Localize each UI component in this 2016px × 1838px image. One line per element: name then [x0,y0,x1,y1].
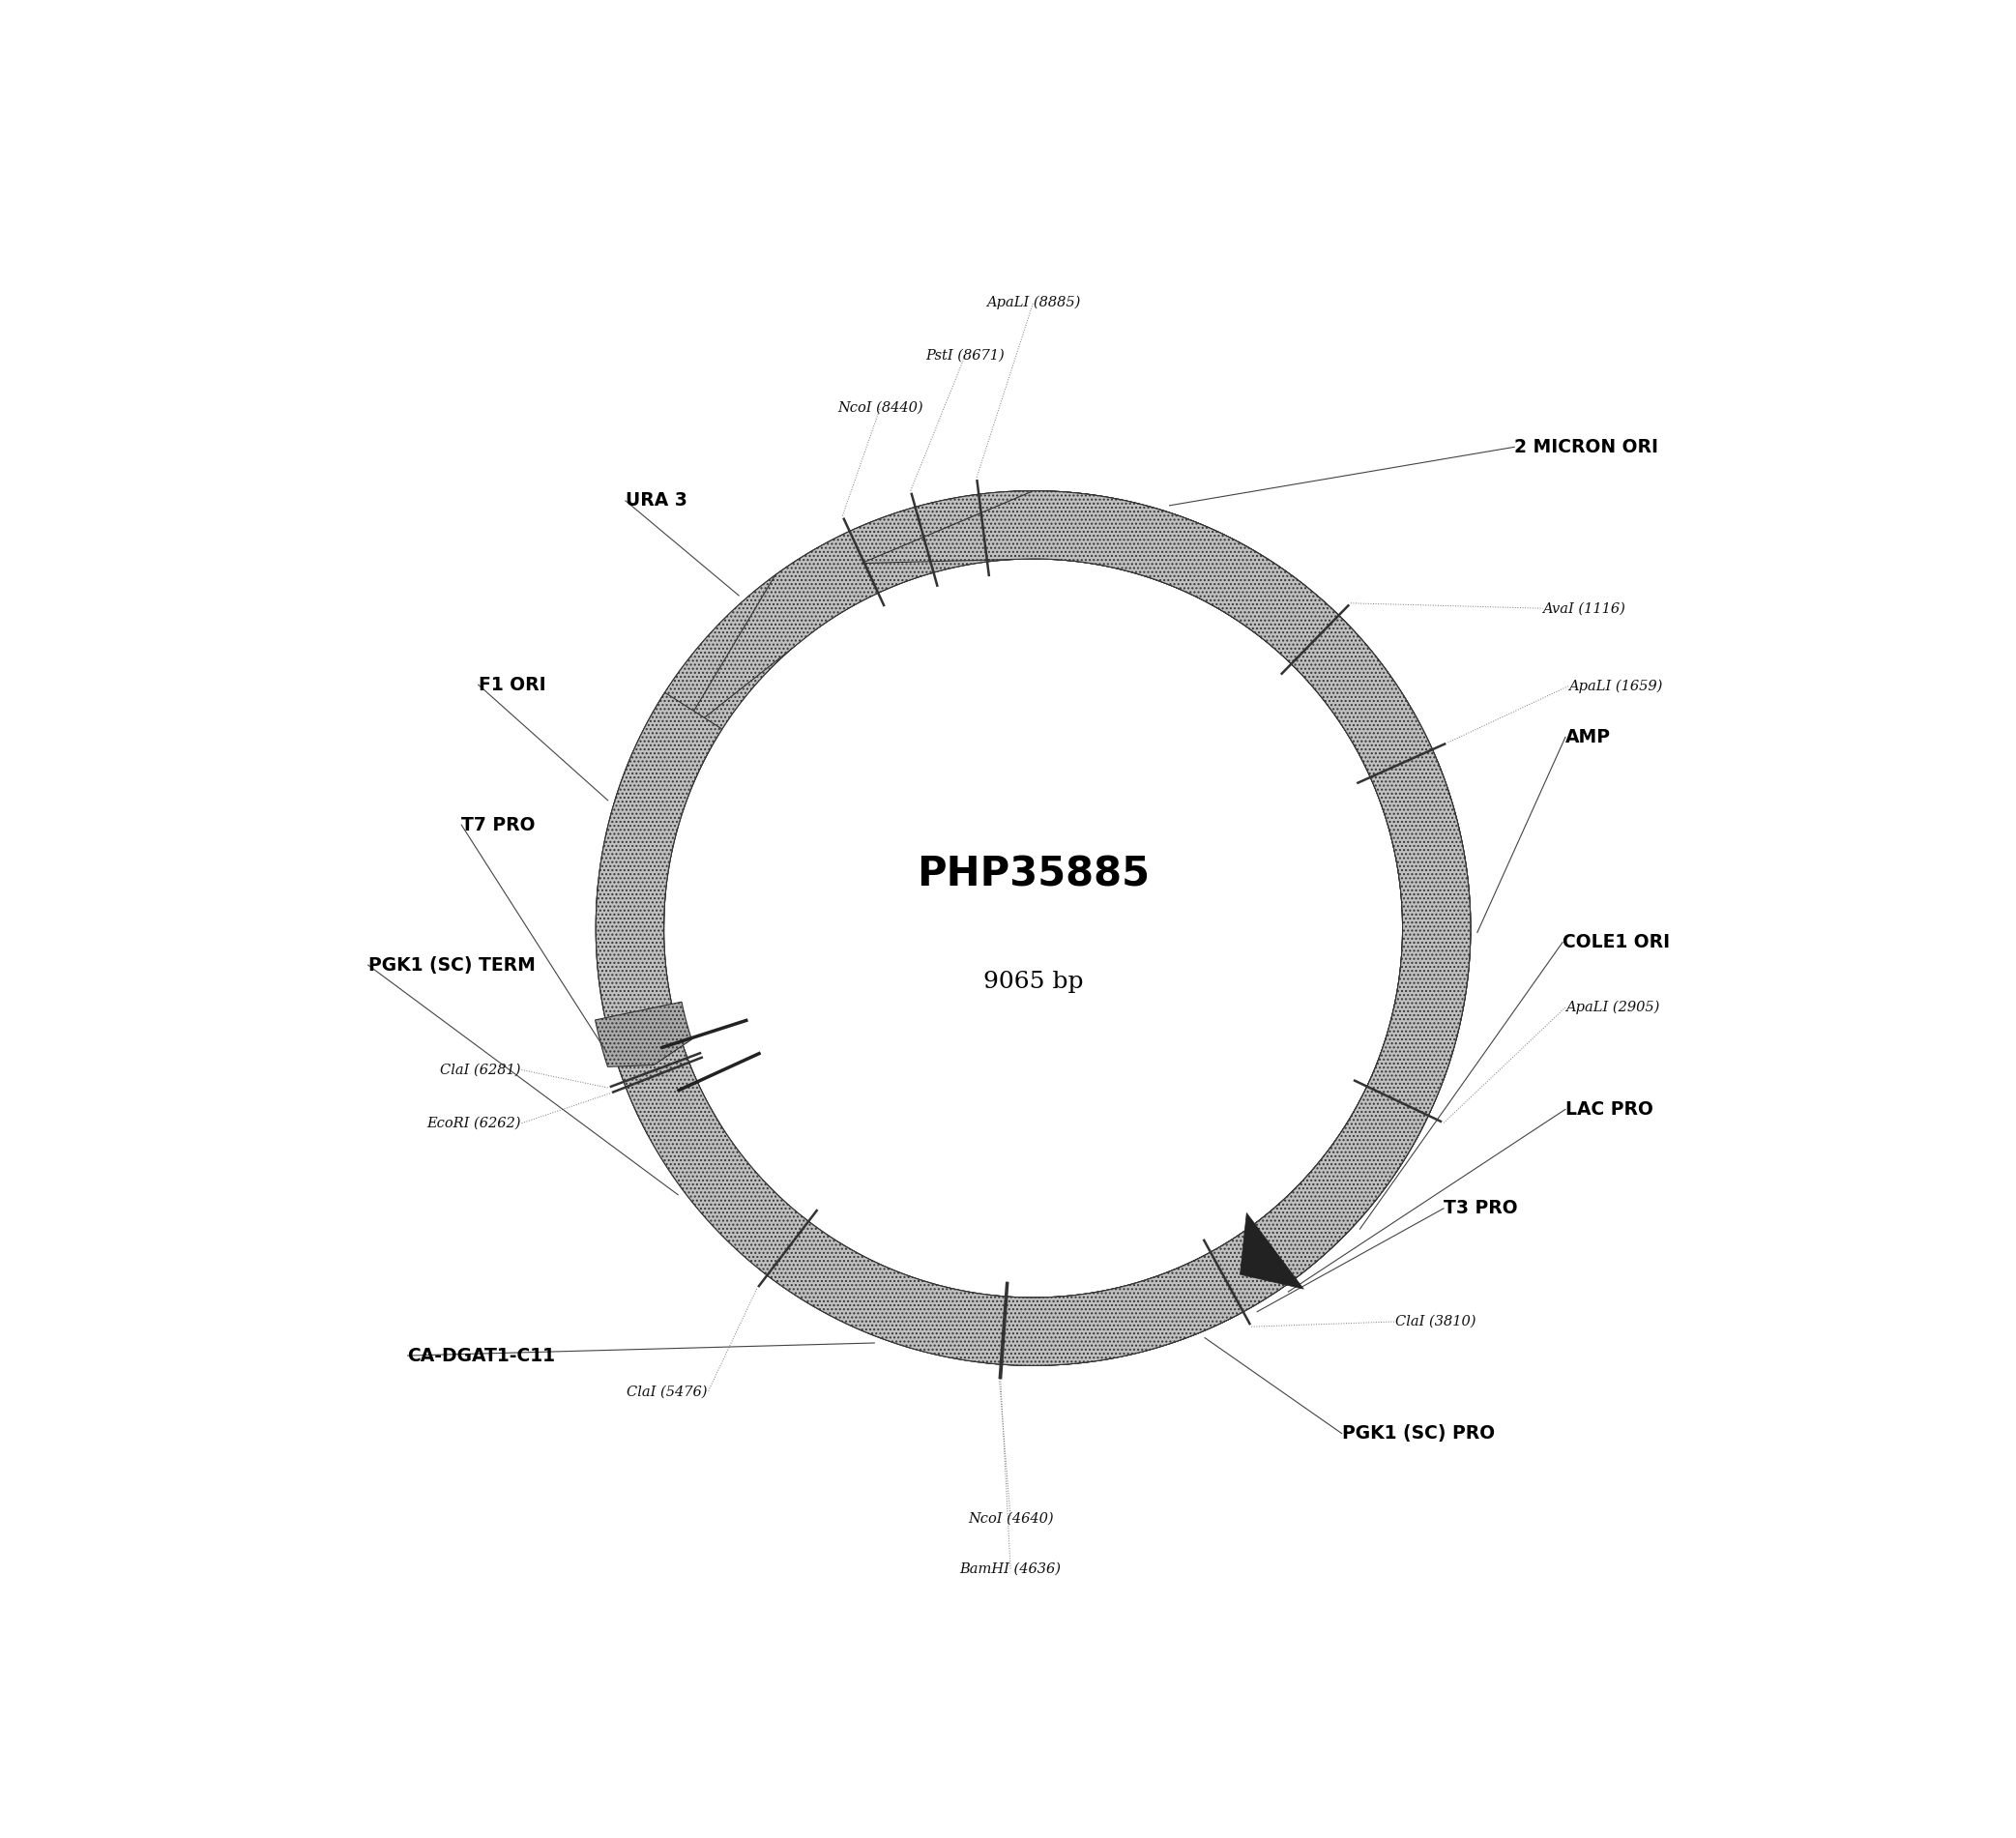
Text: ApaLI (8885): ApaLI (8885) [986,296,1081,309]
Text: ApaLI (2905): ApaLI (2905) [1564,1000,1659,1015]
Polygon shape [1238,1097,1423,1292]
Text: NcoI (8440): NcoI (8440) [837,401,923,414]
Text: 9065 bp: 9065 bp [984,970,1083,993]
Text: PstI (8671): PstI (8671) [925,347,1004,362]
Polygon shape [597,491,1470,1366]
Text: ClaI (5476): ClaI (5476) [627,1386,708,1399]
Text: 2 MICRON ORI: 2 MICRON ORI [1514,437,1659,456]
Text: ApaLI (1659): ApaLI (1659) [1568,680,1663,693]
Polygon shape [597,491,1470,1366]
Text: URA 3: URA 3 [625,491,687,509]
Text: COLE1 ORI: COLE1 ORI [1562,934,1669,952]
Text: F1 ORI: F1 ORI [478,676,546,695]
Text: T3 PRO: T3 PRO [1443,1198,1518,1217]
Text: LAC PRO: LAC PRO [1564,1101,1653,1119]
Polygon shape [1147,1255,1238,1344]
Text: CA-DGAT1-C11: CA-DGAT1-C11 [407,1347,556,1366]
Text: BamHI (4636): BamHI (4636) [960,1562,1060,1575]
Text: ClaI (3810): ClaI (3810) [1395,1314,1476,1329]
Text: T7 PRO: T7 PRO [462,816,536,834]
Text: AMP: AMP [1564,728,1611,746]
Text: PGK1 (SC) TERM: PGK1 (SC) TERM [369,956,534,974]
Polygon shape [1014,491,1304,638]
Polygon shape [597,491,1470,1366]
Polygon shape [597,491,1470,1366]
Polygon shape [1375,761,1470,1092]
Text: NcoI (4640): NcoI (4640) [968,1511,1054,1526]
Polygon shape [595,1002,691,1066]
Text: EcoRI (6262): EcoRI (6262) [427,1118,520,1130]
Text: PHP35885: PHP35885 [917,855,1149,895]
Text: AvaI (1116): AvaI (1116) [1542,601,1625,616]
Text: ClaI (6281): ClaI (6281) [439,1062,520,1077]
Polygon shape [1240,1213,1304,1288]
Text: PGK1 (SC) PRO: PGK1 (SC) PRO [1343,1424,1494,1443]
